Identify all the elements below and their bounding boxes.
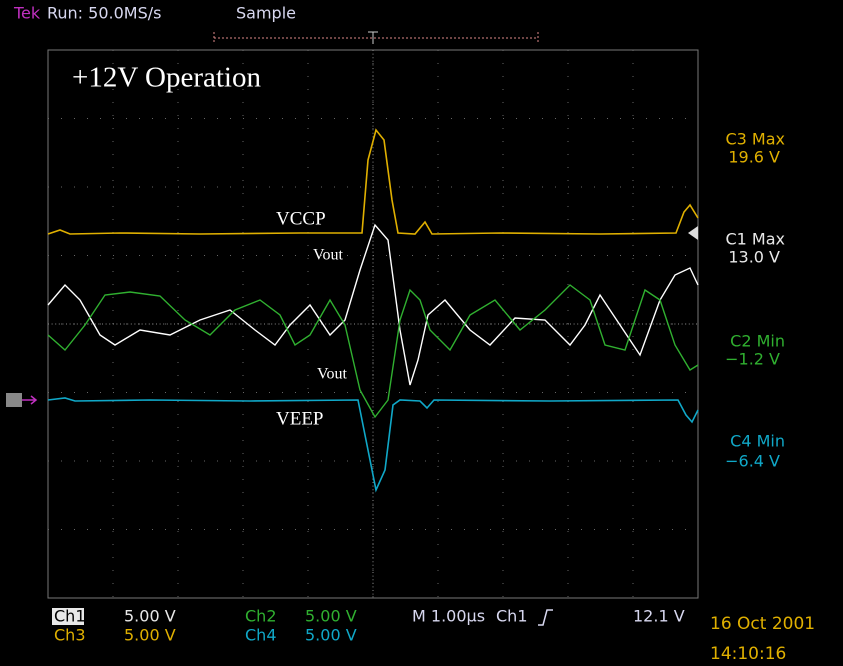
ch1-scale: 5.00 V (124, 607, 176, 626)
meas-label: C2 Min (730, 332, 785, 351)
label-veep: VEEP (276, 408, 324, 429)
meas-label: C1 Max (725, 230, 785, 249)
trigger-level: 12.1 V (633, 607, 685, 626)
meas-value: −1.2 V (725, 350, 780, 369)
label-vout: Vout (317, 366, 347, 383)
ground-marker (6, 393, 38, 407)
record-bracket (213, 31, 539, 44)
timebase: M 1.00µs (412, 607, 485, 626)
waveform-ch2 (47, 284, 699, 419)
ch3-scale: 5.00 V (124, 626, 176, 645)
ch4-scale: 5.00 V (305, 626, 357, 645)
brand: Tek (13, 4, 41, 23)
trigger-slope (538, 609, 553, 626)
date: 16 Oct 2001 (710, 614, 815, 634)
graticule (47, 49, 699, 599)
meas-value: 13.0 V (728, 248, 780, 267)
meas-label: C3 Max (725, 130, 785, 149)
label-vout: Vout (313, 247, 343, 264)
ch2-label: Ch2 (245, 607, 277, 626)
meas-value: 19.6 V (728, 148, 780, 167)
run-status: Run: 50.0MS/s (47, 4, 161, 23)
ch2-scale: 5.00 V (305, 607, 357, 626)
ch3-label: Ch3 (54, 626, 86, 645)
label-vccp: VCCP (276, 208, 326, 229)
meas-label: C4 Min (730, 432, 785, 451)
ch1-label: Ch1 (54, 607, 86, 626)
meas-value: −6.4 V (725, 452, 780, 471)
ch1-highlight (52, 608, 84, 625)
ch4-label: Ch4 (245, 626, 277, 645)
acq-mode: Sample (236, 4, 296, 23)
plot-title: +12V Operation (72, 62, 261, 94)
trigger-level-marker (688, 226, 698, 240)
waveform-ch1 (47, 223, 699, 386)
waveform-ch3 (47, 128, 699, 235)
trigger-source: Ch1 (496, 607, 528, 626)
waveform-ch4 (47, 397, 699, 493)
time: 14:10:16 (710, 644, 786, 664)
